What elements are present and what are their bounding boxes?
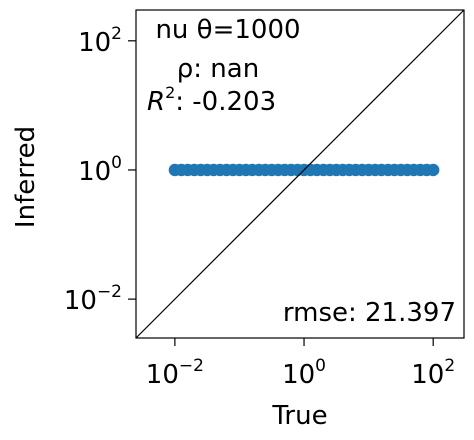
- r2-value: : -0.203: [175, 87, 276, 117]
- x-axis-ticks: 10−2 100 102: [146, 338, 455, 390]
- x-tick-label: 100: [282, 356, 326, 390]
- y-axis-ticks: 10−2 100 102: [64, 24, 136, 316]
- x-tick-label: 102: [411, 356, 455, 390]
- annotation-label: nu θ=1000: [155, 15, 300, 45]
- annotation-rho: ρ: nan: [177, 54, 259, 84]
- scatter-points: [168, 163, 440, 177]
- annotation-r2: R2: -0.203: [147, 83, 276, 117]
- plot-frame: [135, 9, 465, 339]
- y-tick-label: 100: [78, 153, 122, 187]
- r2-superscript: 2: [165, 83, 175, 102]
- r2-symbol: R: [147, 87, 165, 117]
- data-point: [426, 163, 440, 177]
- y-tick-label: 102: [78, 24, 122, 58]
- x-tick-label: 10−2: [146, 356, 204, 390]
- y-tick-label: 10−2: [64, 282, 122, 316]
- identity-line: [135, 9, 465, 339]
- annotation-rmse: rmse: 21.397: [283, 298, 456, 328]
- y-axis-label: Inferred: [11, 126, 41, 228]
- x-axis-label: True: [271, 401, 327, 431]
